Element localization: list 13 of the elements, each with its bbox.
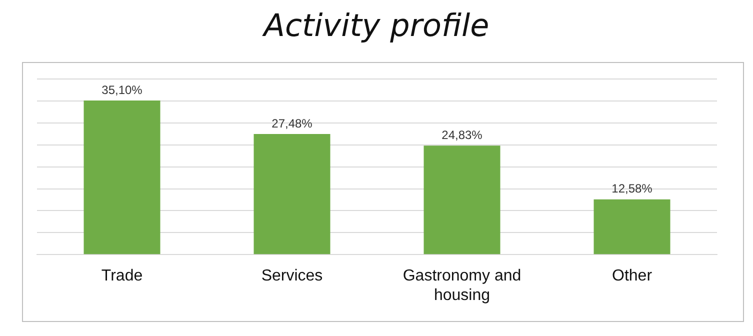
bar bbox=[254, 134, 330, 254]
bar bbox=[594, 199, 670, 254]
x-tick-label: Gastronomy and housing bbox=[402, 268, 522, 304]
bar bbox=[84, 100, 160, 254]
x-tick-label: Services bbox=[261, 268, 323, 285]
x-tick-label: Other bbox=[612, 268, 653, 285]
bar bbox=[424, 146, 500, 254]
data-label: 27,48% bbox=[272, 116, 313, 130]
data-label: 12,58% bbox=[612, 182, 653, 196]
chart-title: Activity profile bbox=[261, 8, 490, 44]
data-label: 24,83% bbox=[442, 128, 483, 142]
data-label: 35,10% bbox=[102, 82, 143, 97]
x-tick-label: Trade bbox=[101, 268, 143, 285]
